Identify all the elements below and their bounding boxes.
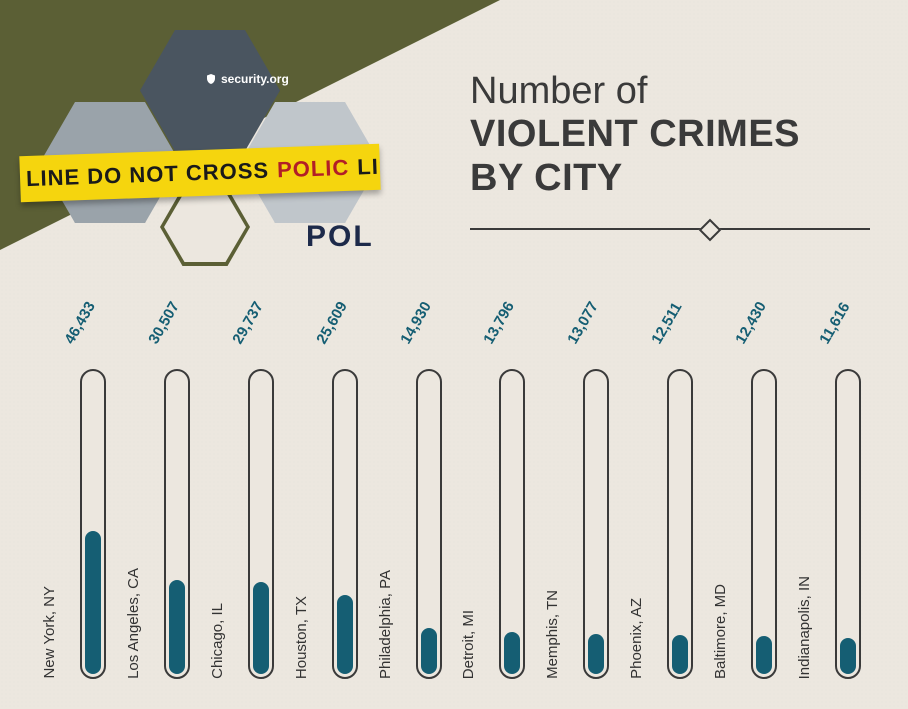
chart-column: Indianapolis, IN 11,616 (794, 330, 878, 679)
chart-column: Los Angeles, CA 30,507 (124, 330, 208, 679)
chart-column: Memphis, TN 13,077 (543, 330, 627, 679)
shield-icon (205, 73, 217, 85)
tube-wrap: 11,616 (819, 330, 876, 679)
tube (835, 369, 861, 679)
tape-text-3: LINE DO (357, 151, 381, 180)
tube (751, 369, 777, 679)
brand-logo: security.org (205, 72, 289, 86)
tube (164, 369, 190, 679)
tube-wrap: 12,430 (735, 330, 793, 679)
tube-fill (672, 635, 688, 674)
crime-chart: New York, NY 46,433Los Angeles, CA 30,507C… (40, 330, 878, 679)
tube-wrap: 14,930 (400, 330, 458, 679)
chart-column: Houston, TX 25,609 (291, 330, 375, 679)
city-label: Philadelphia, PA (377, 568, 394, 679)
chart-column: New York, NY 46,433 (40, 330, 124, 679)
tube-fill (169, 580, 185, 674)
tube (416, 369, 442, 679)
chart-column: Baltimore, MD 12,430 (710, 330, 794, 679)
city-label: Houston, TX (293, 594, 310, 679)
city-label: Indianapolis, IN (796, 574, 813, 679)
title-divider (470, 228, 870, 230)
tube (499, 369, 525, 679)
tube (332, 369, 358, 679)
tube (583, 369, 609, 679)
title-line1: Number of (470, 70, 880, 113)
tube-fill (421, 628, 437, 674)
tube-wrap: 25,609 (316, 330, 374, 679)
tube-wrap: 13,077 (567, 330, 625, 679)
brand-text: security.org (221, 72, 289, 86)
hex-outline-small (160, 188, 250, 266)
city-label: Memphis, TN (544, 588, 561, 679)
hex-cluster: security.org LINE DO NOT CROSS POLIC LIN… (30, 30, 390, 290)
tape-text-1: LINE DO NOT CROSS (26, 158, 270, 192)
chart-column: Chicago, IL 29,737 (208, 330, 292, 679)
chart-column: Philadelphia, PA 14,930 (375, 330, 459, 679)
chart-column: Detroit, MI 13,796 (459, 330, 543, 679)
tube (80, 369, 106, 679)
tube-fill (840, 638, 856, 674)
tube-fill (253, 582, 269, 674)
title-block: Number of VIOLENT CRIMES BY CITY (470, 70, 880, 230)
tube-fill (337, 595, 353, 674)
tube-wrap: 29,737 (232, 330, 290, 679)
title-line3: BY CITY (470, 157, 880, 201)
tube-fill (756, 636, 772, 674)
tape-text-2: POLIC (277, 155, 350, 184)
tube (667, 369, 693, 679)
city-label: New York, NY (41, 584, 58, 679)
tube-wrap: 46,433 (64, 330, 122, 679)
tube-fill (504, 632, 520, 674)
city-label: Los Angeles, CA (125, 566, 142, 679)
tube (248, 369, 274, 679)
chart-column: Phoenix, AZ 12,511 (627, 330, 711, 679)
tube-wrap: 30,507 (148, 330, 206, 679)
police-car-text: POL (306, 220, 374, 254)
city-label: Baltimore, MD (712, 582, 729, 679)
tube-fill (85, 531, 101, 674)
tube-wrap: 13,796 (483, 330, 541, 679)
city-label: Phoenix, AZ (628, 596, 645, 679)
title-line2: VIOLENT CRIMES (470, 113, 880, 157)
tube-wrap: 12,511 (651, 330, 708, 679)
city-label: Detroit, MI (460, 608, 477, 679)
tube-fill (588, 634, 604, 674)
city-label: Chicago, IL (209, 601, 226, 679)
